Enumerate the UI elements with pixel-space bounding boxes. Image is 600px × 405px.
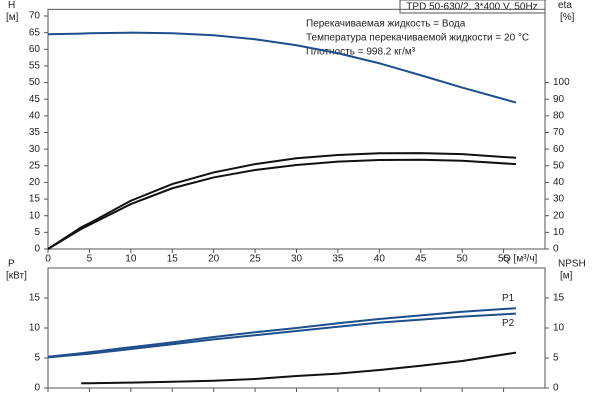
y-tick-label: 60 bbox=[29, 44, 41, 55]
y2-tick-label: 50 bbox=[553, 160, 565, 171]
y2-tick-label: 15 bbox=[553, 293, 565, 304]
y-tick-label: 25 bbox=[29, 160, 41, 171]
y-tick-label: 10 bbox=[29, 323, 41, 334]
x-tick-label: 45 bbox=[415, 254, 427, 265]
y-tick-label: 40 bbox=[29, 110, 41, 121]
y-tick-label: 70 bbox=[29, 11, 41, 22]
x-tick-label: 50 bbox=[457, 254, 469, 265]
x-axis-label: Q [м³/ч] bbox=[503, 254, 538, 265]
y2-tick-label: 70 bbox=[553, 127, 565, 138]
y2-tick-label: 20 bbox=[553, 210, 565, 221]
y-tick-label: 5 bbox=[34, 353, 40, 364]
y2-axis-unit: [м] bbox=[560, 271, 573, 282]
y-tick-label: 15 bbox=[29, 194, 41, 205]
y2-axis-label: eta bbox=[558, 0, 572, 11]
x-tick-label: 40 bbox=[374, 254, 386, 265]
y-axis-label: P bbox=[8, 259, 15, 270]
y-tick-label: 20 bbox=[29, 177, 41, 188]
y2-tick-label: 100 bbox=[553, 77, 570, 88]
y2-tick-label: 90 bbox=[553, 94, 565, 105]
curve bbox=[47, 312, 517, 359]
x-tick-label: 20 bbox=[208, 254, 220, 265]
series-label: P2 bbox=[502, 318, 515, 329]
annotation: Температура перекачиваемой жидкости = 20… bbox=[306, 33, 529, 44]
y-tick-label: 0 bbox=[34, 383, 40, 394]
y2-axis-label: NPSH bbox=[558, 259, 586, 270]
series-label: P1 bbox=[502, 293, 515, 304]
y-axis-label: H bbox=[8, 0, 15, 11]
curve bbox=[47, 158, 517, 250]
y-tick-label: 5 bbox=[34, 227, 40, 238]
curve bbox=[81, 351, 517, 385]
y2-tick-label: 40 bbox=[553, 177, 565, 188]
x-tick-label: 10 bbox=[125, 254, 137, 265]
x-tick-label: 55 bbox=[498, 254, 510, 265]
annotation: Перекачиваемая жидкость = Вода bbox=[306, 19, 466, 30]
y2-tick-label: 30 bbox=[553, 194, 565, 205]
y-tick-label: 45 bbox=[29, 94, 41, 105]
y-axis-unit: [м] bbox=[6, 12, 19, 23]
y-tick-label: 0 bbox=[34, 244, 40, 255]
y-tick-label: 10 bbox=[29, 210, 41, 221]
y-tick-label: 30 bbox=[29, 144, 41, 155]
x-tick-label: 15 bbox=[167, 254, 179, 265]
x-tick-label: 5 bbox=[87, 254, 93, 265]
y2-tick-label: 10 bbox=[553, 323, 565, 334]
y2-tick-label: 0 bbox=[553, 244, 559, 255]
y-tick-label: 35 bbox=[29, 127, 41, 138]
x-tick-label: 25 bbox=[250, 254, 262, 265]
x-tick-label: 35 bbox=[332, 254, 344, 265]
curve bbox=[47, 307, 517, 358]
y-tick-label: 55 bbox=[29, 61, 41, 72]
curve bbox=[47, 152, 517, 250]
y2-tick-label: 80 bbox=[553, 110, 565, 121]
chart-title: TPD 50-630/2, 3*400 V, 50Hz bbox=[406, 2, 537, 13]
y-tick-label: 15 bbox=[29, 293, 41, 304]
curve bbox=[47, 31, 517, 104]
y-tick-label: 50 bbox=[29, 77, 41, 88]
annotation: Плотность = 998.2 кг/м³ bbox=[306, 47, 416, 58]
y-axis-unit: [кВт] bbox=[6, 271, 27, 282]
y2-axis-unit: [%] bbox=[560, 12, 575, 23]
y2-tick-label: 0 bbox=[553, 383, 559, 394]
y2-tick-label: 5 bbox=[553, 353, 559, 364]
y2-tick-label: 60 bbox=[553, 144, 565, 155]
x-tick-label: 30 bbox=[291, 254, 303, 265]
y2-tick-label: 10 bbox=[553, 227, 565, 238]
y-tick-label: 65 bbox=[29, 27, 41, 38]
x-tick-label: 0 bbox=[45, 254, 51, 265]
